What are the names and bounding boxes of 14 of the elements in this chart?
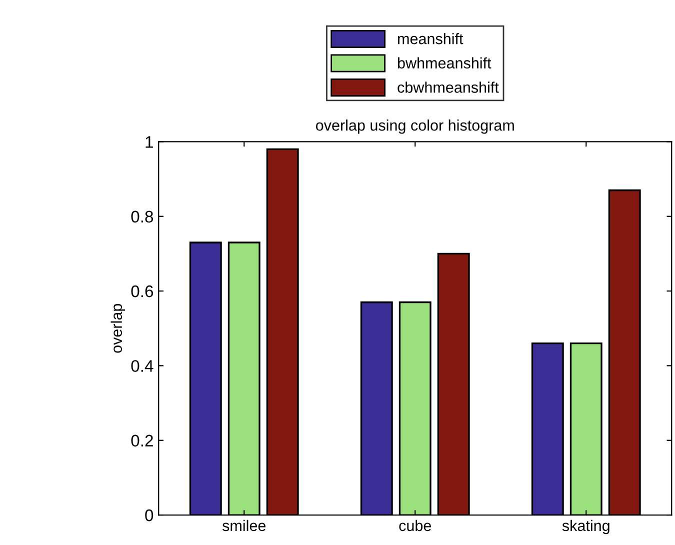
x-tick-label: skating (562, 520, 610, 534)
legend-label: cbwhmeanshift (398, 82, 499, 93)
y-tick-label: 0 (145, 509, 154, 522)
legend-label: bwhmeanshift (398, 57, 492, 69)
y-tick-label: 1 (146, 136, 153, 148)
chart-title: overlap using color histogram (316, 120, 514, 134)
legend-label: meanshift (398, 33, 464, 44)
y-tick-label: 0.2 (131, 434, 153, 447)
y-tick-label: 0.4 (131, 360, 154, 372)
y-axis-title: overlap (110, 304, 126, 353)
x-tick-label: cube (399, 520, 432, 532)
y-tick-label: 0.8 (131, 210, 154, 223)
y-tick-label: 0.6 (131, 285, 154, 298)
x-tick-label: smilee (222, 520, 266, 532)
